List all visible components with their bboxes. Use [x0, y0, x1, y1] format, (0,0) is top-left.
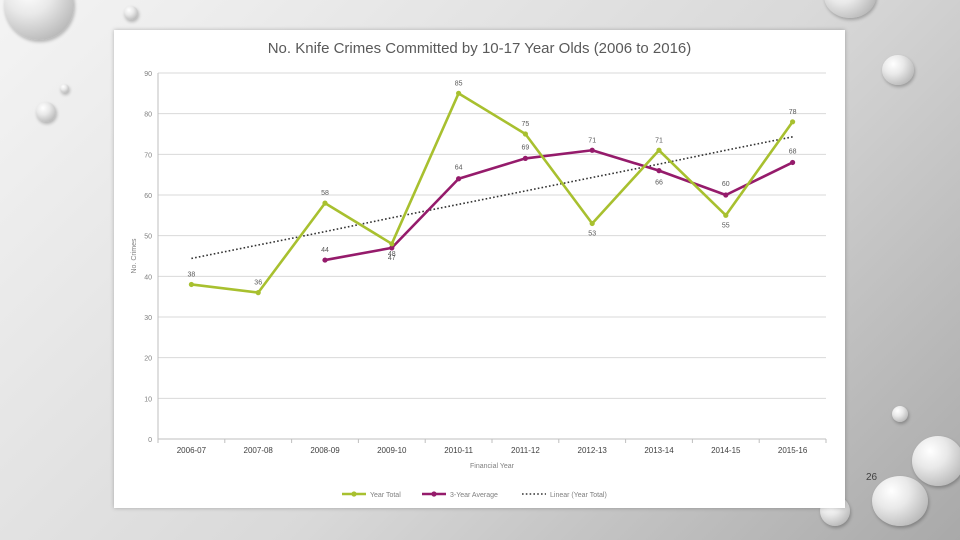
year-total-point	[589, 220, 595, 227]
year-total-data-label: 75	[522, 121, 530, 128]
three-year-average-data-label: 44	[321, 247, 329, 254]
water-drop-decoration	[124, 6, 138, 20]
three-year-average-point	[456, 176, 462, 182]
year-total-point	[723, 212, 729, 218]
x-tick-label: 2008-09	[310, 446, 340, 455]
year-total-point	[255, 290, 261, 296]
three-year-average-data-label: 69	[522, 144, 530, 151]
x-tick-label: 2012-13	[578, 446, 608, 455]
three-year-average-data-label: 71	[588, 137, 596, 144]
year-total-data-label: 85	[455, 80, 463, 87]
three-year-average-point	[656, 168, 662, 174]
three-year-average-data-label: 66	[655, 180, 663, 187]
year-total-data-label: 36	[254, 280, 262, 287]
three-year-average-line	[324, 148, 794, 262]
year-total-data-label: 58	[321, 190, 329, 197]
chart-title: No. Knife Crimes Committed by 10-17 Year…	[267, 40, 692, 57]
year-total-point	[188, 281, 194, 288]
three-year-average-point	[790, 159, 796, 166]
year-total-point	[389, 241, 395, 247]
year-total-data-label: 71	[655, 137, 663, 144]
year-total-point	[656, 147, 662, 153]
legend-label: Year Total	[370, 492, 401, 499]
chart-card: No. Knife Crimes Committed by 10-17 Year…	[114, 30, 845, 508]
three-year-average-point	[322, 257, 328, 263]
y-tick-label: 30	[144, 315, 152, 322]
y-axis-title: No. Crimes	[131, 238, 138, 274]
year-total-data-label: 78	[789, 109, 797, 116]
year-total-point	[456, 90, 462, 96]
three-year-average-point	[589, 147, 595, 153]
year-total-data-label: 53	[588, 230, 596, 237]
three-year-average-point	[723, 192, 729, 198]
three-year-average-data-label: 68	[789, 148, 797, 155]
water-drop-decoration	[4, 0, 74, 40]
y-tick-label: 60	[144, 193, 152, 200]
x-tick-label: 2009-10	[377, 446, 407, 455]
y-tick-label: 10	[144, 396, 152, 403]
y-tick-label: 20	[144, 356, 152, 363]
water-drop-decoration	[882, 55, 914, 85]
legend-marker-three-year-average	[431, 491, 437, 497]
x-tick-label: 2006-07	[177, 446, 207, 455]
year-total-data-label: 38	[188, 271, 196, 278]
year-total-point	[522, 131, 528, 137]
water-drop-decoration	[36, 102, 56, 122]
water-drop-decoration	[872, 476, 928, 526]
trend-line	[191, 136, 793, 260]
x-tick-label: 2013-14	[644, 446, 674, 455]
three-year-average-data-label: 60	[722, 181, 730, 188]
y-tick-label: 40	[144, 274, 152, 281]
water-drop-decoration	[60, 84, 69, 93]
y-tick-label: 80	[144, 112, 152, 119]
x-tick-label: 2011-12	[511, 446, 540, 455]
y-tick-label: 70	[144, 152, 152, 159]
three-year-average-data-label: 64	[455, 165, 463, 172]
three-year-average-point	[389, 245, 395, 251]
three-year-average-data-label: 47	[388, 255, 396, 262]
line-chart: 0 10 20 30 40 50 60 70 80 90 2006-07 2007-08 2008-09…	[131, 71, 827, 499]
x-tick-label: 2014-15	[711, 446, 741, 455]
legend-label: Linear (Year Total)	[550, 492, 607, 499]
water-drop-decoration	[892, 406, 908, 422]
water-drop-decoration	[824, 0, 876, 18]
legend-marker-year-total	[351, 491, 357, 497]
x-tick-label: 2007-08	[244, 446, 274, 455]
year-total-data-label: 55	[722, 222, 730, 229]
x-tick-label: 2015-16	[778, 446, 808, 455]
year-total-line	[191, 92, 794, 294]
y-tick-label: 50	[144, 234, 152, 241]
x-axis-title: Financial Year	[470, 463, 515, 470]
year-total-point	[322, 200, 328, 206]
legend-label: 3-Year Average	[450, 492, 498, 499]
y-tick-label: 0	[148, 437, 152, 444]
year-total-data-label: 48	[388, 251, 396, 258]
three-year-average-point	[522, 155, 528, 161]
y-tick-label: 90	[144, 71, 152, 78]
water-drop-decoration	[912, 436, 960, 486]
year-total-point	[790, 119, 796, 125]
slide-number: 26	[866, 472, 878, 483]
x-tick-label: 2010-11	[444, 446, 473, 455]
